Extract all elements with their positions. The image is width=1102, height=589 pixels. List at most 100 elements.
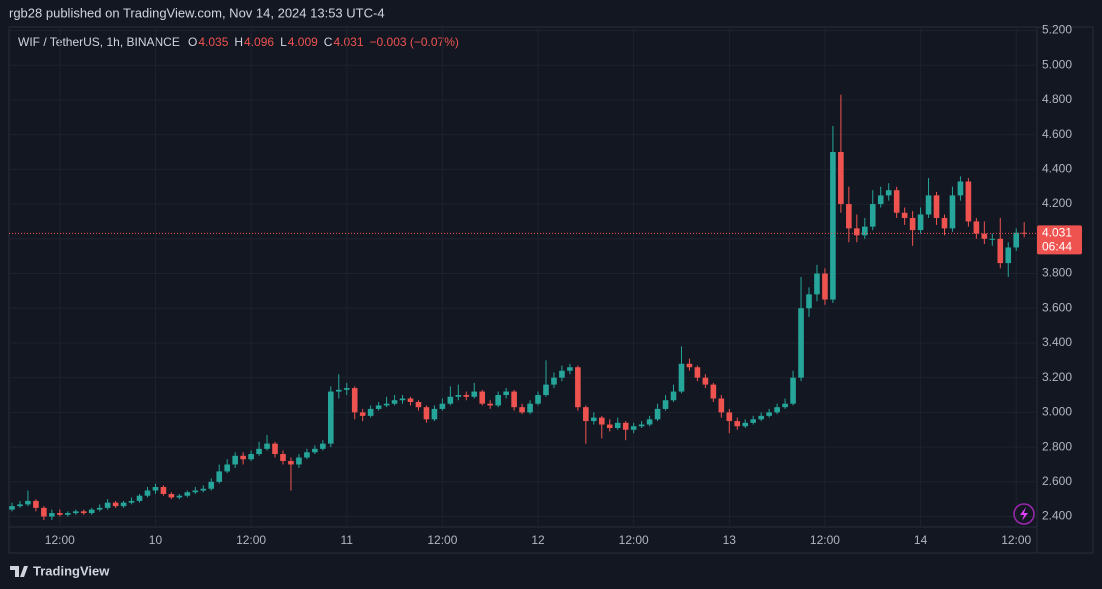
candle-body bbox=[877, 195, 884, 205]
x-tick-label: 12:00 bbox=[810, 533, 840, 547]
candle-body bbox=[591, 417, 597, 422]
candle-body bbox=[399, 398, 406, 401]
candle-body bbox=[359, 412, 366, 416]
candle-body bbox=[304, 452, 310, 458]
candle-body bbox=[774, 407, 780, 413]
candle-body bbox=[312, 448, 318, 453]
candle-body bbox=[567, 367, 573, 371]
candle-body bbox=[583, 407, 589, 422]
candle-body bbox=[622, 422, 629, 430]
candle-body bbox=[144, 490, 151, 496]
candle-body bbox=[598, 417, 605, 425]
symbol: WIF / TetherUS, 1h, BINANCE bbox=[18, 35, 180, 49]
candle-body bbox=[240, 455, 246, 460]
flash-icon bbox=[1013, 503, 1035, 525]
candle-body bbox=[854, 228, 860, 236]
candle-body bbox=[766, 412, 772, 416]
candle-body bbox=[694, 367, 701, 378]
candle-body bbox=[893, 190, 900, 213]
candle-body bbox=[112, 502, 119, 507]
candle-body bbox=[662, 400, 669, 409]
candle-body bbox=[543, 384, 549, 396]
y-tick-label: 3.400 bbox=[1042, 335, 1072, 349]
candle-body bbox=[224, 464, 230, 472]
candle-body bbox=[630, 426, 637, 430]
candle-body bbox=[232, 455, 238, 465]
candle-body bbox=[965, 181, 972, 222]
y-tick-label: 2.800 bbox=[1042, 439, 1072, 453]
candle-body bbox=[280, 454, 286, 461]
candle-body bbox=[814, 273, 820, 295]
candle-body bbox=[9, 506, 15, 510]
y-tick-label: 5.200 bbox=[1042, 23, 1072, 37]
candle-body bbox=[798, 308, 804, 378]
candle-body bbox=[973, 221, 980, 234]
y-tick-label: 5.000 bbox=[1042, 57, 1072, 71]
candle-body bbox=[654, 408, 661, 420]
candle-body bbox=[487, 403, 493, 406]
candle-body bbox=[838, 151, 844, 205]
candle-body bbox=[423, 407, 430, 420]
logo-icon bbox=[10, 566, 28, 577]
candle-body bbox=[495, 395, 501, 406]
candle-body bbox=[471, 391, 478, 397]
candle-body bbox=[933, 195, 940, 218]
candle-body bbox=[901, 212, 908, 218]
x-tick-label: 14 bbox=[914, 533, 928, 547]
candle-body bbox=[256, 448, 262, 455]
candle-body bbox=[981, 233, 988, 239]
candle-body bbox=[997, 238, 1004, 264]
candle-body bbox=[328, 391, 334, 444]
candle-body bbox=[200, 488, 207, 491]
candle-body bbox=[288, 460, 294, 465]
candle-body bbox=[742, 422, 749, 427]
candle-body bbox=[758, 415, 764, 420]
candle-body bbox=[160, 487, 167, 494]
candle-body bbox=[367, 408, 374, 416]
y-tick-label: 4.400 bbox=[1042, 162, 1072, 176]
candle-body bbox=[272, 443, 278, 455]
candle-body bbox=[216, 471, 223, 482]
candle-body bbox=[72, 511, 79, 514]
candle-body bbox=[41, 507, 47, 517]
candle-body bbox=[686, 363, 693, 368]
candle-body bbox=[104, 502, 111, 508]
candle-body bbox=[264, 443, 270, 449]
y-tick-label: 3.600 bbox=[1042, 300, 1072, 314]
y-tick-label: 4.600 bbox=[1042, 127, 1072, 141]
candle-body bbox=[670, 391, 677, 401]
candle-body bbox=[503, 391, 509, 396]
flash-circle bbox=[1013, 503, 1035, 525]
ohlc-value: 4.096 bbox=[244, 35, 274, 49]
x-tick-label: 11 bbox=[341, 533, 354, 547]
candle-body bbox=[527, 403, 533, 413]
candle-body bbox=[575, 367, 581, 408]
candle-body bbox=[128, 500, 135, 503]
candle-body bbox=[917, 214, 924, 231]
candle-body bbox=[678, 363, 685, 392]
candle-body bbox=[535, 395, 541, 404]
candle-body bbox=[646, 419, 653, 425]
candle-body bbox=[17, 504, 23, 507]
candle-body bbox=[1005, 247, 1012, 264]
candle-body bbox=[989, 238, 996, 240]
x-tick-label: 13 bbox=[723, 533, 737, 547]
ohlc-value: 4.035 bbox=[198, 35, 228, 49]
candle-body bbox=[447, 396, 454, 404]
candle-body bbox=[726, 412, 733, 422]
candle-body bbox=[33, 500, 39, 508]
candle-body bbox=[559, 370, 565, 378]
x-tick-label: 12 bbox=[531, 533, 545, 547]
logo: TradingView bbox=[10, 563, 110, 578]
countdown-label: 06:44 bbox=[1042, 240, 1072, 254]
candle-body bbox=[431, 408, 438, 420]
candle-body bbox=[136, 495, 143, 501]
candle-body bbox=[343, 388, 350, 390]
candle-body bbox=[479, 391, 486, 404]
candle-body bbox=[120, 502, 127, 507]
y-tick-label: 3.800 bbox=[1042, 266, 1072, 280]
candle-body bbox=[296, 457, 302, 465]
candle-body bbox=[407, 398, 414, 402]
candle-body bbox=[391, 400, 398, 404]
